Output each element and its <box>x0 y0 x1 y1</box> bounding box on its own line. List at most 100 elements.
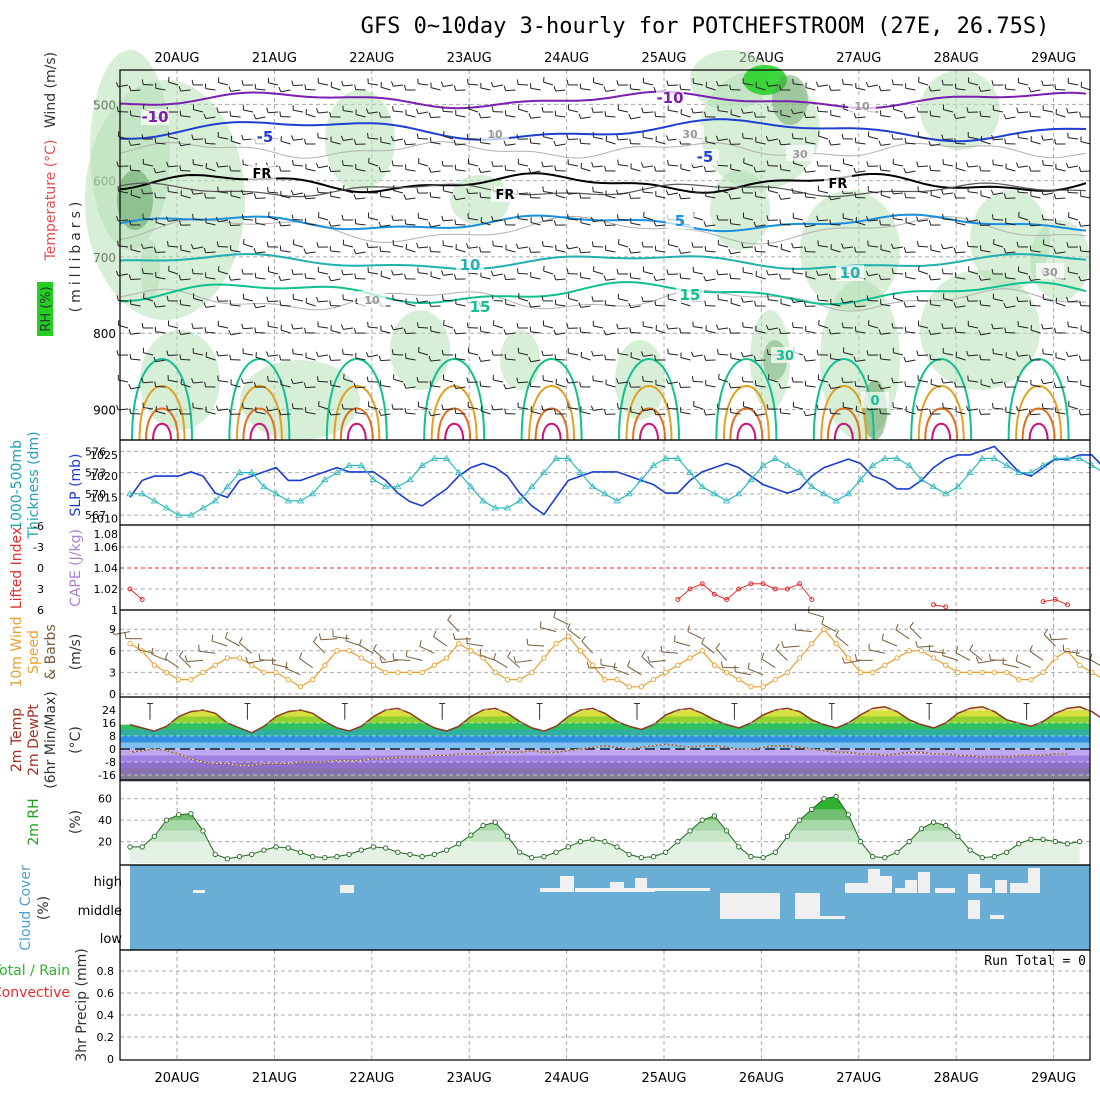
rh-point <box>309 853 316 860</box>
wind-barb <box>453 85 466 91</box>
wind-barb-flag <box>328 166 332 172</box>
wind-barb-flag <box>829 408 832 414</box>
wind-barb-flag <box>966 296 969 302</box>
wind-barb-flag <box>116 295 119 301</box>
wind-barb-flag <box>166 405 169 411</box>
wind-barb <box>342 349 354 356</box>
wind-barb-staff <box>630 251 641 254</box>
rh-point <box>565 844 571 850</box>
wind-barb <box>666 269 679 275</box>
wind-barb-staff <box>880 303 891 307</box>
wind-barb <box>867 240 879 248</box>
wind-barb-staff <box>580 356 591 361</box>
wind-barb-flag <box>579 381 582 387</box>
wind-barb <box>955 217 966 226</box>
wind-barb-flag <box>691 108 694 114</box>
wind-barb <box>705 81 716 91</box>
wind-barb-flag <box>741 297 744 303</box>
wind-barb <box>141 268 154 275</box>
wind-barb <box>604 299 616 307</box>
wind-barb-staff <box>1018 380 1029 383</box>
wind-barb <box>255 352 266 361</box>
wind-barb-staff <box>593 245 604 248</box>
wind-barb <box>1017 375 1029 383</box>
rh-point <box>943 822 949 829</box>
wind-barb-flag <box>980 135 983 142</box>
wind-barb-staff <box>993 298 1004 302</box>
wind-barb <box>842 402 854 410</box>
wind-barb <box>430 82 441 91</box>
wind-barb <box>530 83 541 91</box>
thickness-point <box>820 490 828 497</box>
wind-barb-flag <box>854 381 857 387</box>
rh-point <box>991 853 998 860</box>
wind-barb-staff <box>1018 246 1029 248</box>
wind-barb-flag <box>803 222 807 228</box>
wind-barb <box>228 330 241 336</box>
wind-barb-staff <box>930 249 941 253</box>
surface-wind-barb-staff <box>895 629 910 640</box>
wind-barb <box>729 84 741 91</box>
surface-wind-barb-staff <box>674 641 691 647</box>
wind-barb-flag <box>267 321 269 327</box>
wind-barb-flag <box>280 325 282 331</box>
temperature-contour-dome <box>437 407 472 441</box>
wind-barb <box>954 138 966 145</box>
surface-wind-barb-flag <box>942 649 944 656</box>
wind-barb <box>528 168 541 174</box>
wind-barb <box>267 321 279 329</box>
wind-barb-flag <box>1066 376 1069 382</box>
wind-barb <box>954 272 966 280</box>
wind-barb <box>578 302 591 308</box>
wind-barb <box>554 408 566 415</box>
wind-barb <box>1030 190 1041 199</box>
wind-barb-flag <box>680 407 682 413</box>
wind-barb-flag <box>242 403 244 409</box>
wind-barb <box>217 320 229 329</box>
wind-barb-flag <box>1054 218 1057 224</box>
wind-barb <box>342 239 354 248</box>
wind-barb-flag <box>628 248 632 254</box>
temperature-contour-dome <box>910 358 973 441</box>
surface-wind-barb-flag <box>955 646 959 653</box>
wind-barb-staff <box>330 141 341 145</box>
surface-wind-barb <box>1049 633 1068 641</box>
wind-barb-staff <box>493 379 504 383</box>
wind-barb-flag <box>803 167 807 173</box>
wind-speed-point <box>967 669 973 676</box>
wind-barb-flag <box>553 86 557 92</box>
surface-wind-barb-flag <box>761 652 765 660</box>
wind-barb <box>529 381 541 388</box>
wind-barb-staff <box>443 190 454 194</box>
wind-barb <box>128 384 141 390</box>
wind-barb-staff <box>880 332 891 335</box>
wind-barb <box>691 187 704 194</box>
wind-barb-flag <box>329 300 332 306</box>
wind-barb <box>942 213 954 221</box>
wind-barb <box>329 245 341 253</box>
surface-wind-barb-flag <box>198 644 200 652</box>
wind-barb <box>667 105 679 113</box>
wind-barb-staff <box>518 163 529 167</box>
wind-barb-flag <box>717 294 719 300</box>
wind-barb-staff <box>793 83 804 86</box>
wind-barb-flag <box>955 351 958 358</box>
thickness-point <box>138 490 146 497</box>
wind-barb-staff <box>743 162 754 167</box>
wind-barb-staff <box>343 298 354 302</box>
li-tick-label: 0 <box>37 562 44 575</box>
rh-point <box>1040 836 1046 843</box>
wind-barb-flag <box>728 382 732 389</box>
wind-barb-flag <box>441 349 444 355</box>
wind-barb-staff <box>343 84 354 87</box>
wind-barb-flag <box>766 215 769 221</box>
wind-barb-staff <box>593 81 604 86</box>
wind-barb-flag <box>705 136 707 142</box>
wind-speed-point <box>772 676 778 683</box>
wind-barb <box>1017 77 1029 86</box>
temp-line <box>129 706 1100 734</box>
wind-barb <box>916 161 929 168</box>
wind-barb <box>605 135 616 145</box>
wind-barb <box>366 376 379 383</box>
surface-wind-barb <box>647 655 666 663</box>
